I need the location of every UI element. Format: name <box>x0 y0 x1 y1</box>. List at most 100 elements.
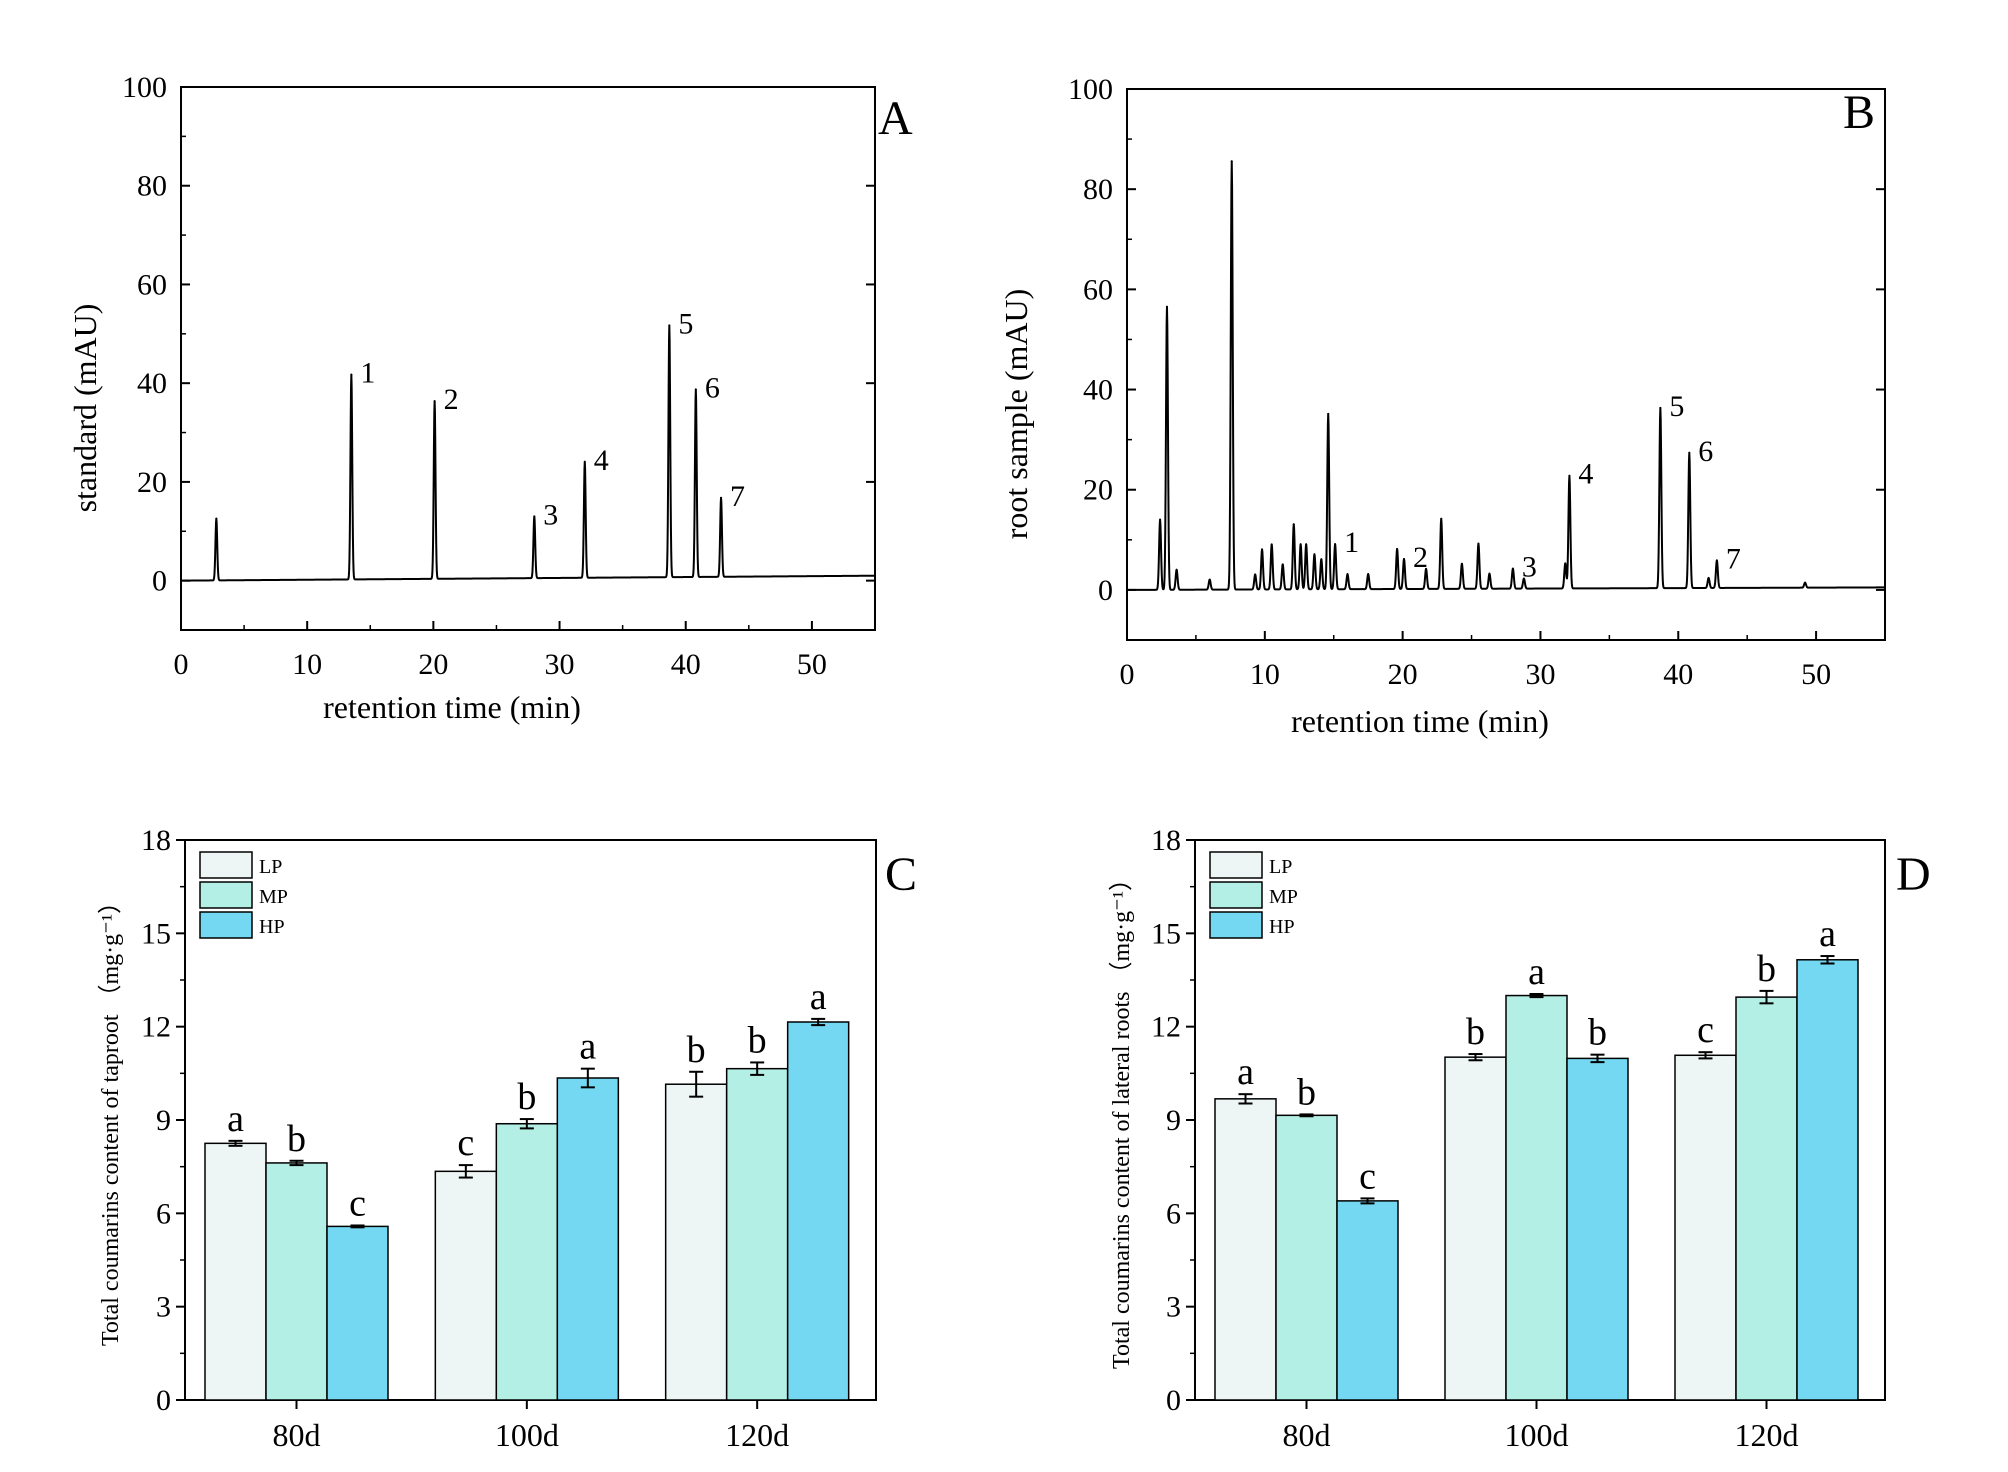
peak-apex-b <box>1281 563 1284 566</box>
peak-apex-b <box>1707 576 1710 579</box>
bar-hp-c <box>556 1077 620 1401</box>
legend-swatch-hp-c <box>199 911 253 939</box>
peak-label-a: 5 <box>678 307 693 340</box>
legend-label-hp-d: HP <box>1269 916 1295 938</box>
legend-label-mp-c: MP <box>259 886 288 908</box>
plot-frame-a <box>180 86 876 631</box>
bar-mp-c <box>495 1122 559 1401</box>
significance-letter-d: a <box>1237 1051 1254 1093</box>
x-category-label-d: 120d <box>1735 1417 1799 1453</box>
bar-hp-d <box>1336 1200 1399 1401</box>
bar-mp-d <box>1505 994 1568 1401</box>
legend-swatch-lp-c <box>199 851 253 879</box>
x-tick-label-b: 0 <box>1120 658 1135 691</box>
x-category-label-d: 100d <box>1505 1417 1569 1453</box>
significance-letter-d: b <box>1588 1012 1607 1054</box>
legend-label-lp-c: LP <box>259 856 282 878</box>
peak-label-a: 1 <box>360 357 375 390</box>
peak-apex-b <box>1367 573 1370 576</box>
peak-apex-a <box>668 324 671 327</box>
peak-label-b: 4 <box>1578 458 1593 491</box>
peak-label-a: 6 <box>705 371 720 404</box>
peak-label-b: 7 <box>1726 542 1741 575</box>
bar-hp-c <box>326 1225 389 1401</box>
y-tick-label-d: 9 <box>1166 1104 1181 1137</box>
chromatogram-panel-a: 0 10 20 30 40 50 0 20 40 60 80 100 1 2 3 4 56 7 A retenti… <box>67 71 913 725</box>
significance-letter-c: b <box>287 1118 306 1160</box>
peak-apex-b <box>1440 517 1443 520</box>
significance-letter-d: b <box>1757 948 1776 990</box>
y-tick-label-b: 0 <box>1098 574 1113 607</box>
x-tick-label-b: 30 <box>1525 658 1555 691</box>
x-tick-label-a: 40 <box>671 648 701 681</box>
significance-letter-d: b <box>1466 1011 1485 1053</box>
peak-apex-a <box>433 400 436 403</box>
bar-lp-d <box>1444 1056 1507 1401</box>
peak-apex-b <box>1165 305 1168 308</box>
peak-apex-b <box>1488 572 1491 575</box>
peak-apex-b <box>1305 543 1308 546</box>
legend-label-hp-c: HP <box>259 916 285 938</box>
peak-apex-b <box>1175 568 1178 571</box>
peak-apex-b <box>1334 543 1337 546</box>
y-tick-label-d: 6 <box>1166 1197 1181 1230</box>
peak-apex-b <box>1688 451 1691 454</box>
peak-label-b: 5 <box>1669 390 1684 423</box>
chromatogram-trace-a <box>180 324 876 582</box>
chromatogram-trace-b <box>1126 160 1886 591</box>
peak-apex-b <box>1254 573 1257 576</box>
bar-lp-c <box>434 1170 498 1401</box>
y-tick-label-a: 100 <box>122 71 167 104</box>
y-tick-label-c: 9 <box>156 1104 171 1137</box>
peak-apex-b <box>1522 577 1525 580</box>
peak-apex-b <box>1511 567 1514 570</box>
peak-apex-a <box>215 517 218 520</box>
y-axis-title-a: standard (mAU) <box>67 304 103 513</box>
x-tick-label-a: 50 <box>797 648 827 681</box>
bar-hp-d <box>1566 1057 1629 1401</box>
peak-label-a: 2 <box>444 383 459 416</box>
bar-mp-d <box>1275 1114 1338 1401</box>
peak-apex-b <box>1261 548 1264 551</box>
peak-apex-b <box>1346 573 1349 576</box>
peak-label-b: 1 <box>1344 526 1359 559</box>
legend-label-lp-d: LP <box>1269 856 1292 878</box>
bar-hp-d <box>1796 959 1859 1401</box>
peak-apex-b <box>1715 559 1718 562</box>
significance-letter-d: a <box>1528 951 1545 993</box>
y-tick-label-d: 12 <box>1151 1011 1181 1044</box>
bar-lp-c <box>664 1083 728 1401</box>
bar-lp-d <box>1214 1098 1277 1401</box>
peak-apex-b <box>1230 160 1233 163</box>
legend-swatch-hp-d <box>1209 911 1263 939</box>
legend-label-mp-d: MP <box>1269 886 1298 908</box>
x-category-label-d: 80d <box>1283 1417 1331 1453</box>
x-tick-label-a: 0 <box>174 648 189 681</box>
significance-letter-d: c <box>1697 1009 1714 1051</box>
significance-letter-d: c <box>1359 1155 1376 1197</box>
significance-letter-d: a <box>1819 913 1836 955</box>
x-category-label-c: 100d <box>495 1417 559 1453</box>
bar-mp-d <box>1735 996 1798 1401</box>
x-tick-label-a: 10 <box>292 648 322 681</box>
significance-letter-c: b <box>748 1019 767 1061</box>
peak-apex-b <box>1159 518 1162 521</box>
peak-apex-a <box>533 515 536 518</box>
peak-apex-b <box>1425 567 1428 570</box>
y-tick-label-d: 18 <box>1151 824 1181 857</box>
y-tick-label-b: 60 <box>1083 273 1113 306</box>
bar-chart-panel-d: 0 3 6 9 12 15 18 80d a b c 100d b a b 120d c b a LP MP HP D T… <box>1109 824 1931 1453</box>
peak-apex-a <box>583 460 586 463</box>
y-tick-label-b: 20 <box>1083 474 1113 507</box>
y-axis-title-b: root sample (mAU) <box>998 289 1034 540</box>
peak-apex-b <box>1568 474 1571 477</box>
peak-label-a: 3 <box>543 498 558 531</box>
plot-frame-b <box>1126 88 1886 641</box>
y-tick-label-a: 0 <box>152 565 167 598</box>
y-tick-label-c: 15 <box>141 917 171 950</box>
peak-apex-b <box>1208 578 1211 581</box>
legend-swatch-lp-d <box>1209 851 1263 879</box>
panel-letter-c: C <box>885 848 917 901</box>
y-tick-label-b: 40 <box>1083 374 1113 407</box>
significance-letter-c: b <box>517 1076 536 1118</box>
